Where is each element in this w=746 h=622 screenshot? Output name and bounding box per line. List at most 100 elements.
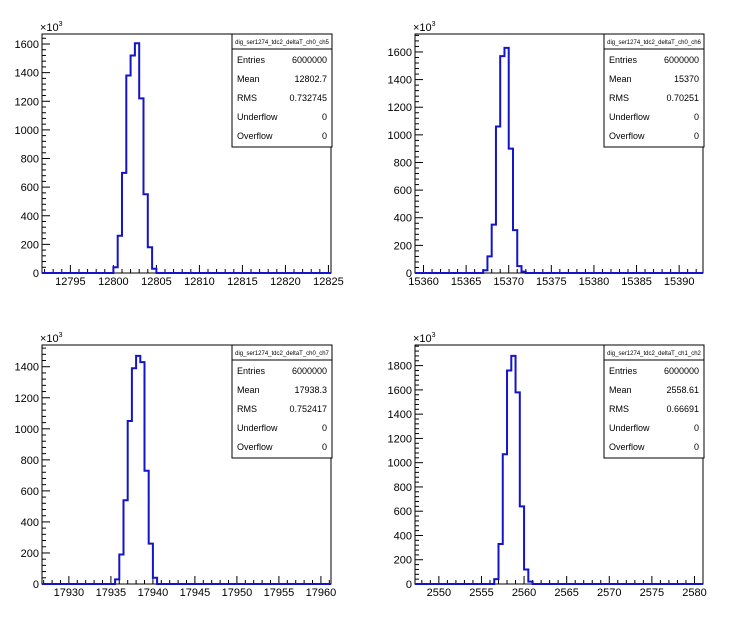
stats-label: Entries xyxy=(237,366,266,376)
x-tick-label: 2555 xyxy=(469,587,493,599)
y-tick-label: 800 xyxy=(394,482,412,494)
y-tick-label: 1200 xyxy=(388,102,412,114)
x-tick-label: 12795 xyxy=(55,276,86,288)
x-tick-label: 12800 xyxy=(98,276,129,288)
stats-label: Entries xyxy=(237,55,266,65)
x-tick-label: 15385 xyxy=(621,276,652,288)
y-exponent-label: ×103 xyxy=(413,332,436,345)
stats-value: 0 xyxy=(694,131,699,141)
x-tick-label: 15365 xyxy=(451,276,482,288)
stats-value: 0 xyxy=(322,112,327,122)
stats-label: RMS xyxy=(609,93,629,103)
x-tick-label: 15390 xyxy=(664,276,695,288)
y-tick-label: 1200 xyxy=(388,433,412,445)
stats-label: Entries xyxy=(609,366,638,376)
y-tick-label: 1800 xyxy=(388,361,412,373)
y-tick-label: 1000 xyxy=(15,424,39,436)
y-exponent-label: ×103 xyxy=(413,21,436,34)
y-tick-label: 600 xyxy=(394,506,412,518)
y-tick-label: 400 xyxy=(21,211,39,223)
x-tick-label: 12820 xyxy=(270,276,301,288)
histogram-bin xyxy=(136,356,140,584)
y-tick-label: 200 xyxy=(394,555,412,567)
y-tick-label: 800 xyxy=(394,157,412,169)
y-tick-label: 1400 xyxy=(15,68,39,80)
y-tick-label: 1000 xyxy=(388,458,412,470)
stats-label: RMS xyxy=(609,404,629,414)
stats-value: 0.732745 xyxy=(289,93,327,103)
x-tick-label: 12810 xyxy=(184,276,215,288)
x-tick-label: 15360 xyxy=(408,276,439,288)
x-tick-label: 2575 xyxy=(640,587,664,599)
y-tick-label: 1000 xyxy=(388,130,412,142)
stats-value: 6000000 xyxy=(664,366,699,376)
y-tick-label: 1400 xyxy=(388,75,412,87)
histogram-panel: 17930 17935 17940 17945 17950 17955 17960 0 200 4… xyxy=(15,332,337,599)
y-tick-label: 1000 xyxy=(15,125,39,137)
x-tick-label: 17945 xyxy=(180,587,211,599)
stats-label: Overflow xyxy=(237,131,273,141)
y-tick-label: 1200 xyxy=(15,96,39,108)
stats-label: Overflow xyxy=(609,442,645,452)
stats-title: dig_ser1274_tdc2_deltaT_ch0_ch7 xyxy=(235,351,329,357)
y-tick-label: 600 xyxy=(21,486,39,498)
stats-value: 0.66691 xyxy=(666,404,699,414)
y-tick-label: 200 xyxy=(21,239,39,251)
x-tick-label: 12825 xyxy=(313,276,344,288)
histogram-panel: 15360 15365 15370 15375 15380 15385 15390 0 200 4… xyxy=(388,21,705,288)
x-tick-label: 17930 xyxy=(54,587,85,599)
stats-value: 0 xyxy=(322,131,327,141)
stats-box: dig_ser1274_tdc2_deltaT_ch0_ch5 Entries 60… xyxy=(231,33,333,148)
stats-value: 6000000 xyxy=(664,55,699,65)
stats-value: 6000000 xyxy=(292,55,327,65)
stats-box-frame xyxy=(231,344,333,459)
y-tick-label: 1400 xyxy=(15,362,39,374)
x-tick-label: 2560 xyxy=(512,587,536,599)
y-tick-label: 0 xyxy=(406,579,412,591)
stats-value: 2558.61 xyxy=(666,385,699,395)
stats-label: Mean xyxy=(609,385,632,395)
histogram-series xyxy=(415,46,703,274)
stats-label: Underflow xyxy=(609,112,650,122)
x-tick-label: 17935 xyxy=(96,587,127,599)
histogram-bin xyxy=(131,55,135,273)
histogram-panel: 12795 12800 12805 12810 12815 12820 12825 0 200 4… xyxy=(15,21,344,288)
histogram-series xyxy=(415,354,703,585)
stats-label: Mean xyxy=(609,74,632,84)
stats-label: Mean xyxy=(237,385,260,395)
x-tick-label: 12805 xyxy=(141,276,172,288)
x-tick-label: 2565 xyxy=(554,587,578,599)
stats-label: Underflow xyxy=(237,423,278,433)
stats-box-frame xyxy=(231,33,333,148)
x-tick-label: 12815 xyxy=(227,276,258,288)
x-tick-label: 17940 xyxy=(138,587,169,599)
x-tick-label: 15370 xyxy=(493,276,524,288)
stats-value: 0 xyxy=(322,442,327,452)
stats-value: 0 xyxy=(694,423,699,433)
stats-box: dig_ser1274_tdc2_deltaT_ch0_ch6 Entries 60… xyxy=(603,33,705,148)
x-tick-label: 2550 xyxy=(427,587,451,599)
stats-title: dig_ser1274_tdc2_deltaT_ch0_ch5 xyxy=(235,40,329,46)
stats-value: 0.70251 xyxy=(666,93,699,103)
histogram-series xyxy=(42,354,331,585)
stats-label: RMS xyxy=(237,93,257,103)
x-tick-label: 17955 xyxy=(264,587,295,599)
y-exponent-label: ×103 xyxy=(40,21,63,34)
stats-title: dig_ser1274_tdc2_deltaT_ch1_ch2 xyxy=(607,351,701,357)
x-tick-label: 2580 xyxy=(682,587,706,599)
y-tick-label: 0 xyxy=(406,268,412,280)
x-tick-label: 15375 xyxy=(536,276,567,288)
y-tick-label: 1600 xyxy=(388,47,412,59)
stats-label: Overflow xyxy=(609,131,645,141)
stats-label: Entries xyxy=(609,55,638,65)
stats-box: dig_ser1274_tdc2_deltaT_ch1_ch2 Entries 60… xyxy=(603,344,705,459)
stats-label: Mean xyxy=(237,74,260,84)
y-tick-label: 0 xyxy=(33,579,39,591)
stats-value: 17938.3 xyxy=(294,385,327,395)
stats-value: 12802.7 xyxy=(294,74,327,84)
y-exponent-label: ×103 xyxy=(40,332,63,345)
histogram-panel: 2550 2555 2560 2565 2570 2575 2580 0 200 400 600 80… xyxy=(388,332,707,599)
stats-box: dig_ser1274_tdc2_deltaT_ch0_ch7 Entries 60… xyxy=(231,344,333,459)
y-tick-label: 400 xyxy=(394,530,412,542)
y-tick-label: 200 xyxy=(21,548,39,560)
